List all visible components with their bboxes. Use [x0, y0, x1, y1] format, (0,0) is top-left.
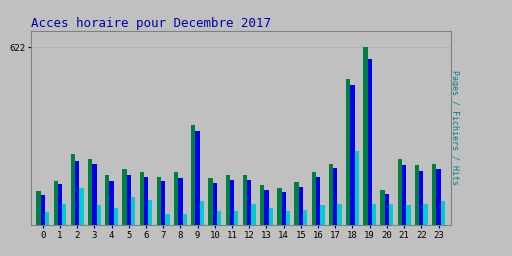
Bar — [148, 199, 153, 225]
Bar — [337, 204, 342, 225]
Bar — [234, 211, 239, 225]
Bar — [62, 204, 67, 225]
Bar — [161, 181, 165, 225]
Bar — [398, 159, 402, 225]
Bar — [350, 85, 355, 225]
Bar — [372, 204, 376, 225]
Bar — [208, 178, 212, 225]
Bar — [432, 164, 436, 225]
Bar — [389, 204, 393, 225]
Bar — [88, 159, 92, 225]
Bar — [346, 79, 350, 225]
Bar — [385, 194, 389, 225]
Bar — [286, 211, 290, 225]
Bar — [277, 188, 282, 225]
Bar — [110, 181, 114, 225]
Bar — [165, 214, 169, 225]
Bar — [196, 131, 200, 225]
Text: Acces horaire pour Decembre 2017: Acces horaire pour Decembre 2017 — [31, 17, 271, 29]
Bar — [140, 172, 144, 225]
Bar — [71, 154, 75, 225]
Bar — [97, 205, 101, 225]
Bar — [126, 175, 131, 225]
Bar — [269, 208, 273, 225]
Bar — [316, 177, 320, 225]
Bar — [402, 165, 406, 225]
Bar — [183, 214, 187, 225]
Bar — [75, 161, 79, 225]
Bar — [54, 181, 58, 225]
Bar — [79, 188, 83, 225]
Bar — [36, 191, 40, 225]
Bar — [298, 187, 303, 225]
Bar — [226, 175, 230, 225]
Bar — [264, 189, 269, 225]
Y-axis label: Pages / Fichiers / Hits: Pages / Fichiers / Hits — [450, 70, 459, 186]
Bar — [191, 125, 196, 225]
Bar — [40, 195, 45, 225]
Bar — [92, 164, 97, 225]
Bar — [45, 212, 49, 225]
Bar — [114, 208, 118, 225]
Bar — [58, 184, 62, 225]
Bar — [122, 169, 126, 225]
Bar — [260, 185, 264, 225]
Bar — [303, 210, 307, 225]
Bar — [174, 172, 178, 225]
Bar — [441, 201, 445, 225]
Bar — [294, 182, 298, 225]
Bar — [436, 169, 441, 225]
Bar — [329, 164, 333, 225]
Bar — [157, 177, 161, 225]
Bar — [363, 47, 368, 225]
Bar — [251, 204, 255, 225]
Bar — [144, 177, 148, 225]
Bar — [320, 205, 325, 225]
Bar — [312, 172, 316, 225]
Bar — [415, 165, 419, 225]
Bar — [380, 189, 385, 225]
Bar — [243, 175, 247, 225]
Bar — [105, 175, 110, 225]
Bar — [131, 197, 135, 225]
Bar — [230, 179, 234, 225]
Bar — [406, 205, 411, 225]
Bar — [282, 192, 286, 225]
Bar — [217, 211, 221, 225]
Bar — [178, 178, 183, 225]
Bar — [423, 204, 428, 225]
Bar — [212, 183, 217, 225]
Bar — [419, 171, 423, 225]
Bar — [355, 151, 359, 225]
Bar — [247, 179, 251, 225]
Bar — [333, 168, 337, 225]
Bar — [368, 59, 372, 225]
Bar — [200, 201, 204, 225]
